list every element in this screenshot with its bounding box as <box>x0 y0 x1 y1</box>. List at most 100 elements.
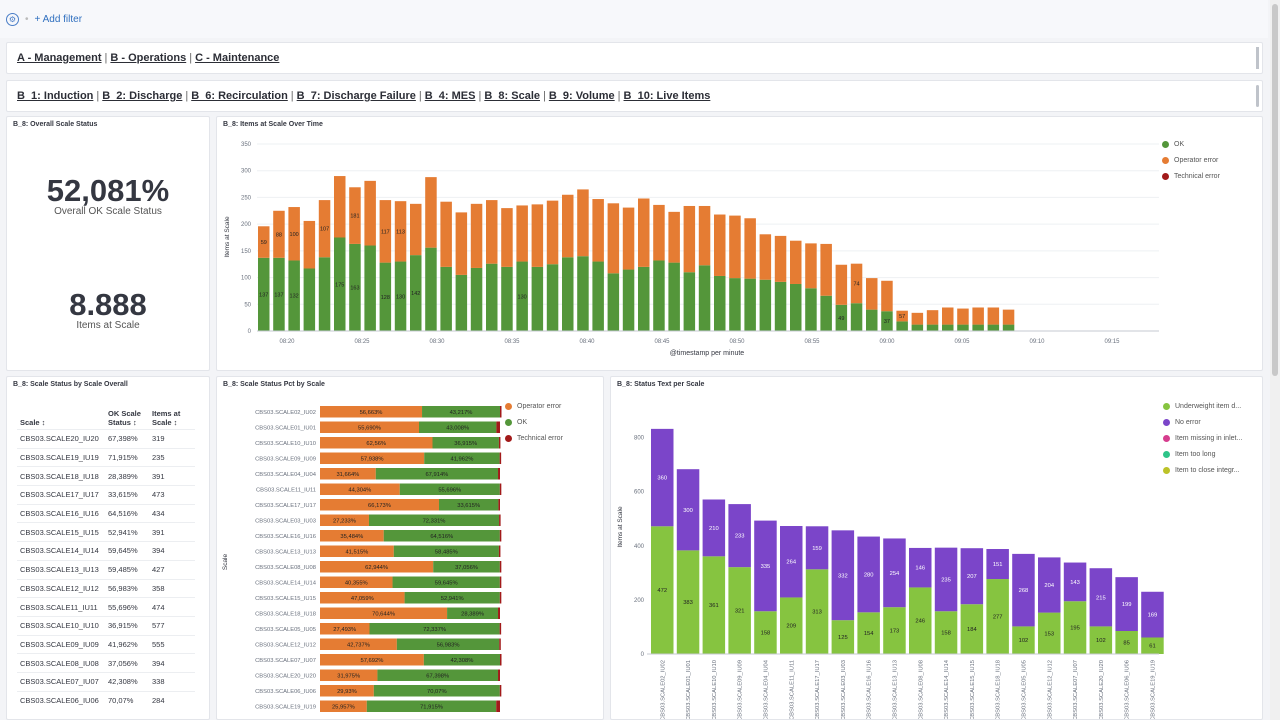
bar-operator-error[interactable] <box>273 210 285 258</box>
bar-ok[interactable] <box>373 685 500 697</box>
bar-ok[interactable] <box>399 483 500 496</box>
bar-no-error[interactable] <box>831 530 855 621</box>
bar-underweight[interactable] <box>986 579 1009 654</box>
nav-link-7[interactable]: B_9: Volume <box>548 90 615 102</box>
bar-technical-error[interactable] <box>499 530 502 542</box>
bar-operator-error[interactable] <box>320 576 393 589</box>
bar-ok[interactable] <box>349 243 361 331</box>
bar-operator-error[interactable] <box>714 214 726 276</box>
bar-ok[interactable] <box>972 324 984 331</box>
bar-no-error[interactable] <box>909 547 932 588</box>
legend-technical-error[interactable]: Technical error <box>505 435 563 442</box>
bar-operator-error[interactable] <box>683 205 696 273</box>
nav-link-management[interactable]: A - Management <box>17 52 102 64</box>
bar-operator-error[interactable] <box>349 187 361 244</box>
bar-no-error[interactable] <box>702 499 726 557</box>
bar-operator-error[interactable] <box>546 200 559 265</box>
bar-underweight[interactable] <box>805 569 829 654</box>
filter-options-icon[interactable]: ⚙ <box>6 12 19 26</box>
bar-ok[interactable] <box>926 324 939 331</box>
bar-underweight[interactable] <box>1089 626 1113 654</box>
bar-ok[interactable] <box>759 279 772 331</box>
bar-operator-error[interactable] <box>759 234 772 280</box>
bar-operator-error[interactable] <box>303 220 316 269</box>
bar-operator-error[interactable] <box>410 203 422 256</box>
bar-ok[interactable] <box>607 273 620 331</box>
bar-ok[interactable] <box>881 311 893 331</box>
bar-ok[interactable] <box>470 267 483 331</box>
bar-operator-error[interactable] <box>320 592 405 604</box>
bar-no-error[interactable] <box>857 536 880 613</box>
bar-operator-error[interactable] <box>320 499 439 511</box>
nav-link-8[interactable]: B_10: Live Items <box>623 90 711 102</box>
bar-no-error[interactable] <box>805 526 829 570</box>
table-row[interactable]: CBS03.SCALE19_IU19 71,915% 235 <box>17 447 195 467</box>
bar-no-error[interactable] <box>1115 577 1138 631</box>
bar-underweight[interactable] <box>960 604 984 654</box>
bar-underweight[interactable] <box>780 597 803 654</box>
bar-no-error[interactable] <box>754 520 777 612</box>
bar-underweight[interactable] <box>857 612 880 654</box>
bar-operator-error[interactable] <box>320 483 400 496</box>
bar-underweight[interactable] <box>883 607 906 654</box>
bar-ok[interactable] <box>653 260 665 331</box>
bar-ok[interactable] <box>303 268 316 331</box>
bar-operator-error[interactable] <box>744 218 756 279</box>
bar-operator-error[interactable] <box>987 307 1000 325</box>
bar-ok[interactable] <box>622 269 635 331</box>
bar-operator-error[interactable] <box>320 406 423 418</box>
bar-ok[interactable] <box>394 261 407 331</box>
bar-operator-error[interactable] <box>805 243 817 289</box>
legend-operator-error[interactable]: Operator error <box>505 403 561 410</box>
bar-operator-error[interactable] <box>394 201 407 262</box>
bar-ok[interactable] <box>957 324 969 331</box>
bar-ok[interactable] <box>273 257 285 331</box>
bar-ok[interactable] <box>501 266 513 331</box>
bar-technical-error[interactable] <box>496 421 500 434</box>
bar-operator-error[interactable] <box>320 623 370 635</box>
bar-ok[interactable] <box>424 452 500 465</box>
bar-operator-error[interactable] <box>320 669 378 682</box>
bar-ok[interactable] <box>433 561 500 573</box>
bar-underweight[interactable] <box>651 526 674 654</box>
bar-ok[interactable] <box>987 324 1000 331</box>
legend-item-too-long[interactable]: Item too long <box>1163 451 1215 458</box>
bar-operator-error[interactable] <box>320 700 367 713</box>
bar-ok[interactable] <box>729 278 741 331</box>
nav-link-operations[interactable]: B - Operations <box>110 52 187 64</box>
bar-technical-error[interactable] <box>499 576 502 589</box>
legend-ok[interactable]: OK <box>1162 141 1184 148</box>
bar-operator-error[interactable] <box>320 654 424 666</box>
bar-operator-error[interactable] <box>320 437 433 449</box>
bar-operator-error[interactable] <box>320 452 425 465</box>
bar-ok[interactable] <box>258 257 270 331</box>
bar-operator-error[interactable] <box>364 180 376 246</box>
bar-underweight[interactable] <box>1063 601 1087 654</box>
bar-operator-error[interactable] <box>866 278 878 310</box>
table-row[interactable]: CBS03.SCALE08_IU08 37,056% 394 <box>17 653 195 673</box>
bar-underweight[interactable] <box>1038 612 1061 654</box>
legend-item-missing[interactable]: Item missing in inlet... <box>1163 435 1242 442</box>
nav-link-1[interactable]: B_1: Induction <box>17 90 94 102</box>
bar-operator-error[interactable] <box>334 176 346 238</box>
bar-underweight[interactable] <box>1141 637 1164 654</box>
bar-ok[interactable] <box>820 295 832 331</box>
table-row[interactable]: CBS03.SCALE14_IU14 59,645% 394 <box>17 541 195 561</box>
bar-ok[interactable] <box>334 237 346 332</box>
bar-operator-error[interactable] <box>320 530 384 542</box>
bar-operator-error[interactable] <box>653 204 665 261</box>
bar-operator-error[interactable] <box>881 280 893 312</box>
bar-ok[interactable] <box>577 256 589 331</box>
bar-operator-error[interactable] <box>668 211 680 263</box>
bar-operator-error[interactable] <box>320 545 394 558</box>
bar-operator-error[interactable] <box>470 203 483 268</box>
table-row[interactable]: CBS03.SCALE15_IU15 52,941% 391 <box>17 522 195 542</box>
nav-link-2[interactable]: B_2: Discharge <box>102 90 183 102</box>
bar-technical-error[interactable] <box>498 437 501 449</box>
bar-technical-error[interactable] <box>496 700 500 713</box>
bar-operator-error[interactable] <box>820 243 832 296</box>
bar-underweight[interactable] <box>702 556 726 654</box>
bar-ok[interactable] <box>383 530 500 542</box>
bar-technical-error[interactable] <box>499 561 502 573</box>
bar-underweight[interactable] <box>934 611 958 654</box>
